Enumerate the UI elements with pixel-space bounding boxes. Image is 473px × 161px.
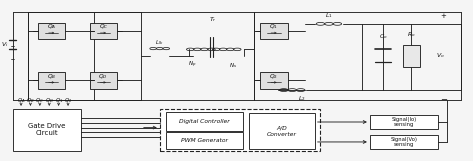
Bar: [403, 45, 420, 67]
Bar: [370, 135, 438, 149]
Text: $Q_A$: $Q_A$: [17, 96, 25, 105]
Bar: [160, 109, 320, 151]
Text: $N_p$: $N_p$: [188, 60, 197, 70]
Bar: [260, 72, 288, 89]
Text: A/D
Converter: A/D Converter: [267, 126, 297, 137]
Text: $L_2$: $L_2$: [298, 94, 306, 103]
Text: $C_o$: $C_o$: [379, 32, 387, 41]
Text: $Q_B$: $Q_B$: [26, 96, 35, 105]
Text: $V_o$: $V_o$: [437, 51, 445, 60]
Text: $V_i$: $V_i$: [1, 40, 9, 49]
Text: $Q_A$: $Q_A$: [47, 23, 56, 31]
Text: Digital Controller: Digital Controller: [179, 119, 230, 124]
Bar: [166, 112, 244, 131]
Text: $Q_D$: $Q_D$: [98, 72, 108, 81]
Text: $L_1$: $L_1$: [325, 11, 333, 20]
Bar: [260, 23, 288, 39]
Text: $Q_2$: $Q_2$: [64, 96, 72, 105]
Text: $T_r$: $T_r$: [209, 15, 217, 24]
Text: PWM Generator: PWM Generator: [181, 138, 228, 143]
Bar: [90, 23, 117, 39]
Text: $Q_C$: $Q_C$: [35, 96, 44, 105]
Bar: [370, 115, 438, 129]
Text: −: −: [440, 95, 447, 104]
Text: $Q_C$: $Q_C$: [98, 23, 108, 31]
Text: $R_o$: $R_o$: [407, 31, 415, 39]
Bar: [38, 72, 65, 89]
Text: $Q_B$: $Q_B$: [47, 72, 56, 81]
Text: +: +: [440, 13, 446, 19]
Text: $Q_D$: $Q_D$: [45, 96, 53, 105]
Text: $L_{lk}$: $L_{lk}$: [156, 38, 164, 47]
Text: $Q_2$: $Q_2$: [270, 72, 279, 81]
Bar: [38, 23, 65, 39]
Bar: [90, 72, 117, 89]
Bar: [249, 113, 315, 149]
Text: $Q_1$: $Q_1$: [54, 96, 63, 105]
Text: Signal(Io)
sensing: Signal(Io) sensing: [391, 117, 417, 127]
Text: Gate Drive
Circuit: Gate Drive Circuit: [28, 123, 65, 137]
Text: $N_s$: $N_s$: [229, 61, 237, 70]
Bar: [166, 132, 244, 149]
Bar: [13, 109, 81, 151]
Text: $Q_1$: $Q_1$: [270, 23, 279, 31]
Text: Signal(Vo)
sensing: Signal(Vo) sensing: [390, 137, 417, 147]
